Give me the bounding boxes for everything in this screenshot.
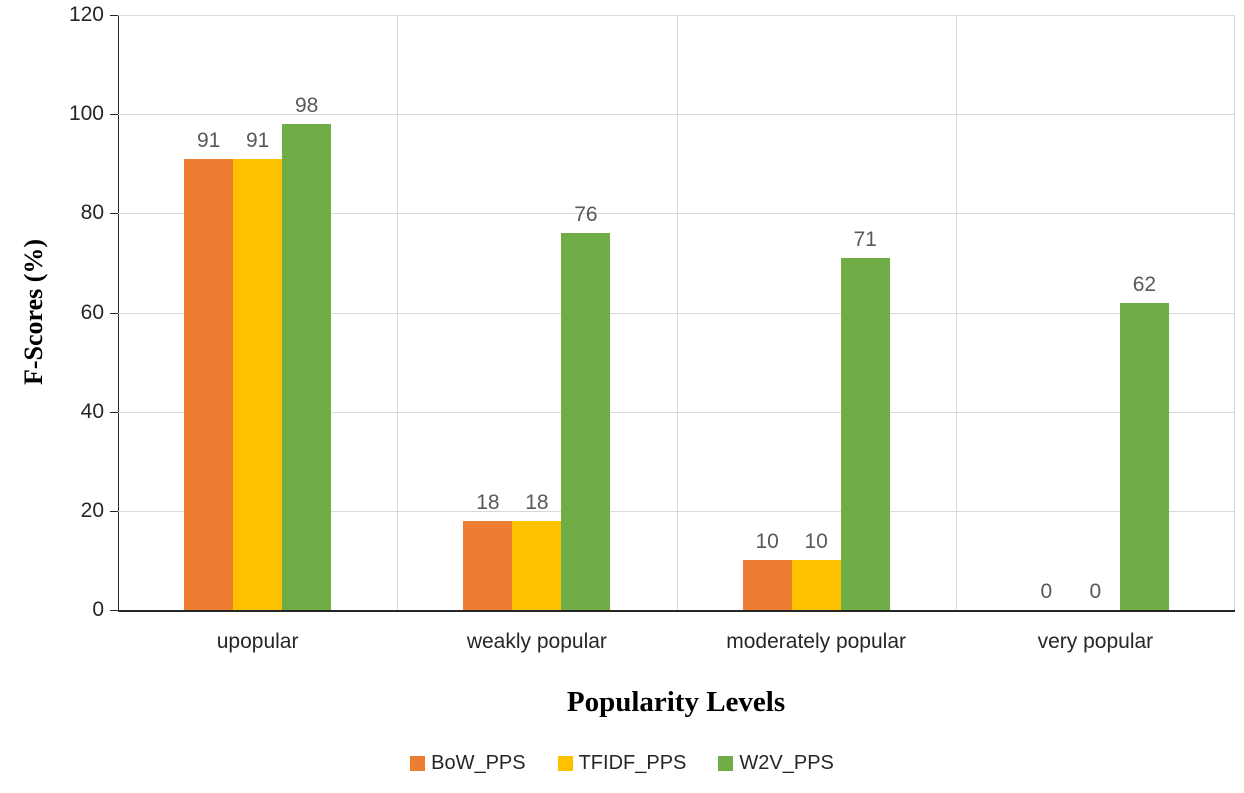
bar-value-label: 71 [853,227,877,251]
legend: BoW_PPS TFIDF_PPS W2V_PPS [0,752,1244,775]
category-separator-line [676,15,678,610]
bar-value-label: 10 [804,530,828,554]
legend-label: TFIDF_PPS [578,752,687,774]
y-tick-mark [110,15,118,16]
y-tick-mark [110,114,118,116]
bar-w2v_pps [840,257,890,610]
category-separator-line [955,15,957,610]
bar-w2v_pps [282,124,332,610]
bar-bow_pps [463,520,513,610]
bar-value-label: 18 [476,490,500,514]
x-category-label: moderately popular [726,630,907,653]
y-tick-mark [110,610,118,611]
bar-value-label: 76 [574,203,598,227]
y-tick-label: 20 [80,498,104,522]
category-separator-line [397,15,399,610]
legend-item-w2v_pps: W2V_PPS [718,752,834,775]
legend-label: W2V_PPS [739,752,834,774]
y-tick-label: 120 [68,3,104,26]
bar-bow_pps [742,560,792,610]
y-tick-mark [110,510,118,512]
legend-label: BoW_PPS [431,752,526,774]
y-tick-label: 80 [80,201,104,225]
bar-bow_pps [184,158,234,610]
bar-w2v_pps [561,233,611,610]
bar-value-label: 18 [525,490,549,514]
y-tick-label: 100 [68,102,104,126]
y-tick-mark [110,213,118,215]
y-tick-mark [110,411,118,413]
bar-tfidf_pps [512,520,562,610]
y-tick-label: 40 [80,399,104,423]
legend-swatch-icon [718,756,734,771]
legend-item-bow_pps: BoW_PPS [410,752,526,775]
x-category-label: weakly popular [466,630,607,653]
bar-value-label: 91 [196,128,221,152]
legend-swatch-icon [410,756,426,771]
category-separator-line [1234,15,1235,610]
x-category-label: upopular [216,630,299,653]
legend-swatch-icon [557,756,573,771]
bar-tfidf_pps [233,158,283,610]
plot-area: 91 91 98 18 18 76 10 10 71 0 0 62 [118,15,1235,612]
x-axis-title: Popularity Levels [566,686,786,718]
y-tick-mark [110,312,118,314]
legend-item-tfidf_pps: TFIDF_PPS [557,752,687,775]
bar-value-label: 0 [1089,580,1102,603]
bar-w2v_pps [1119,302,1169,610]
x-category-label: very popular [1037,630,1154,653]
y-tick-label: 0 [92,598,104,621]
bar-value-label: 10 [755,530,779,554]
bar-value-label: 0 [1040,580,1053,603]
bar-value-label: 91 [245,128,270,152]
bar-tfidf_pps [791,560,841,610]
bar-value-label: 98 [294,94,319,118]
y-tick-label: 60 [80,300,104,324]
bar-value-label: 62 [1132,272,1157,296]
